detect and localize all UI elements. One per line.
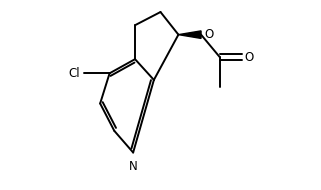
Text: N: N [129, 160, 137, 173]
Text: O: O [244, 51, 254, 64]
Polygon shape [178, 31, 201, 38]
Text: O: O [204, 28, 213, 41]
Text: Cl: Cl [69, 67, 80, 80]
